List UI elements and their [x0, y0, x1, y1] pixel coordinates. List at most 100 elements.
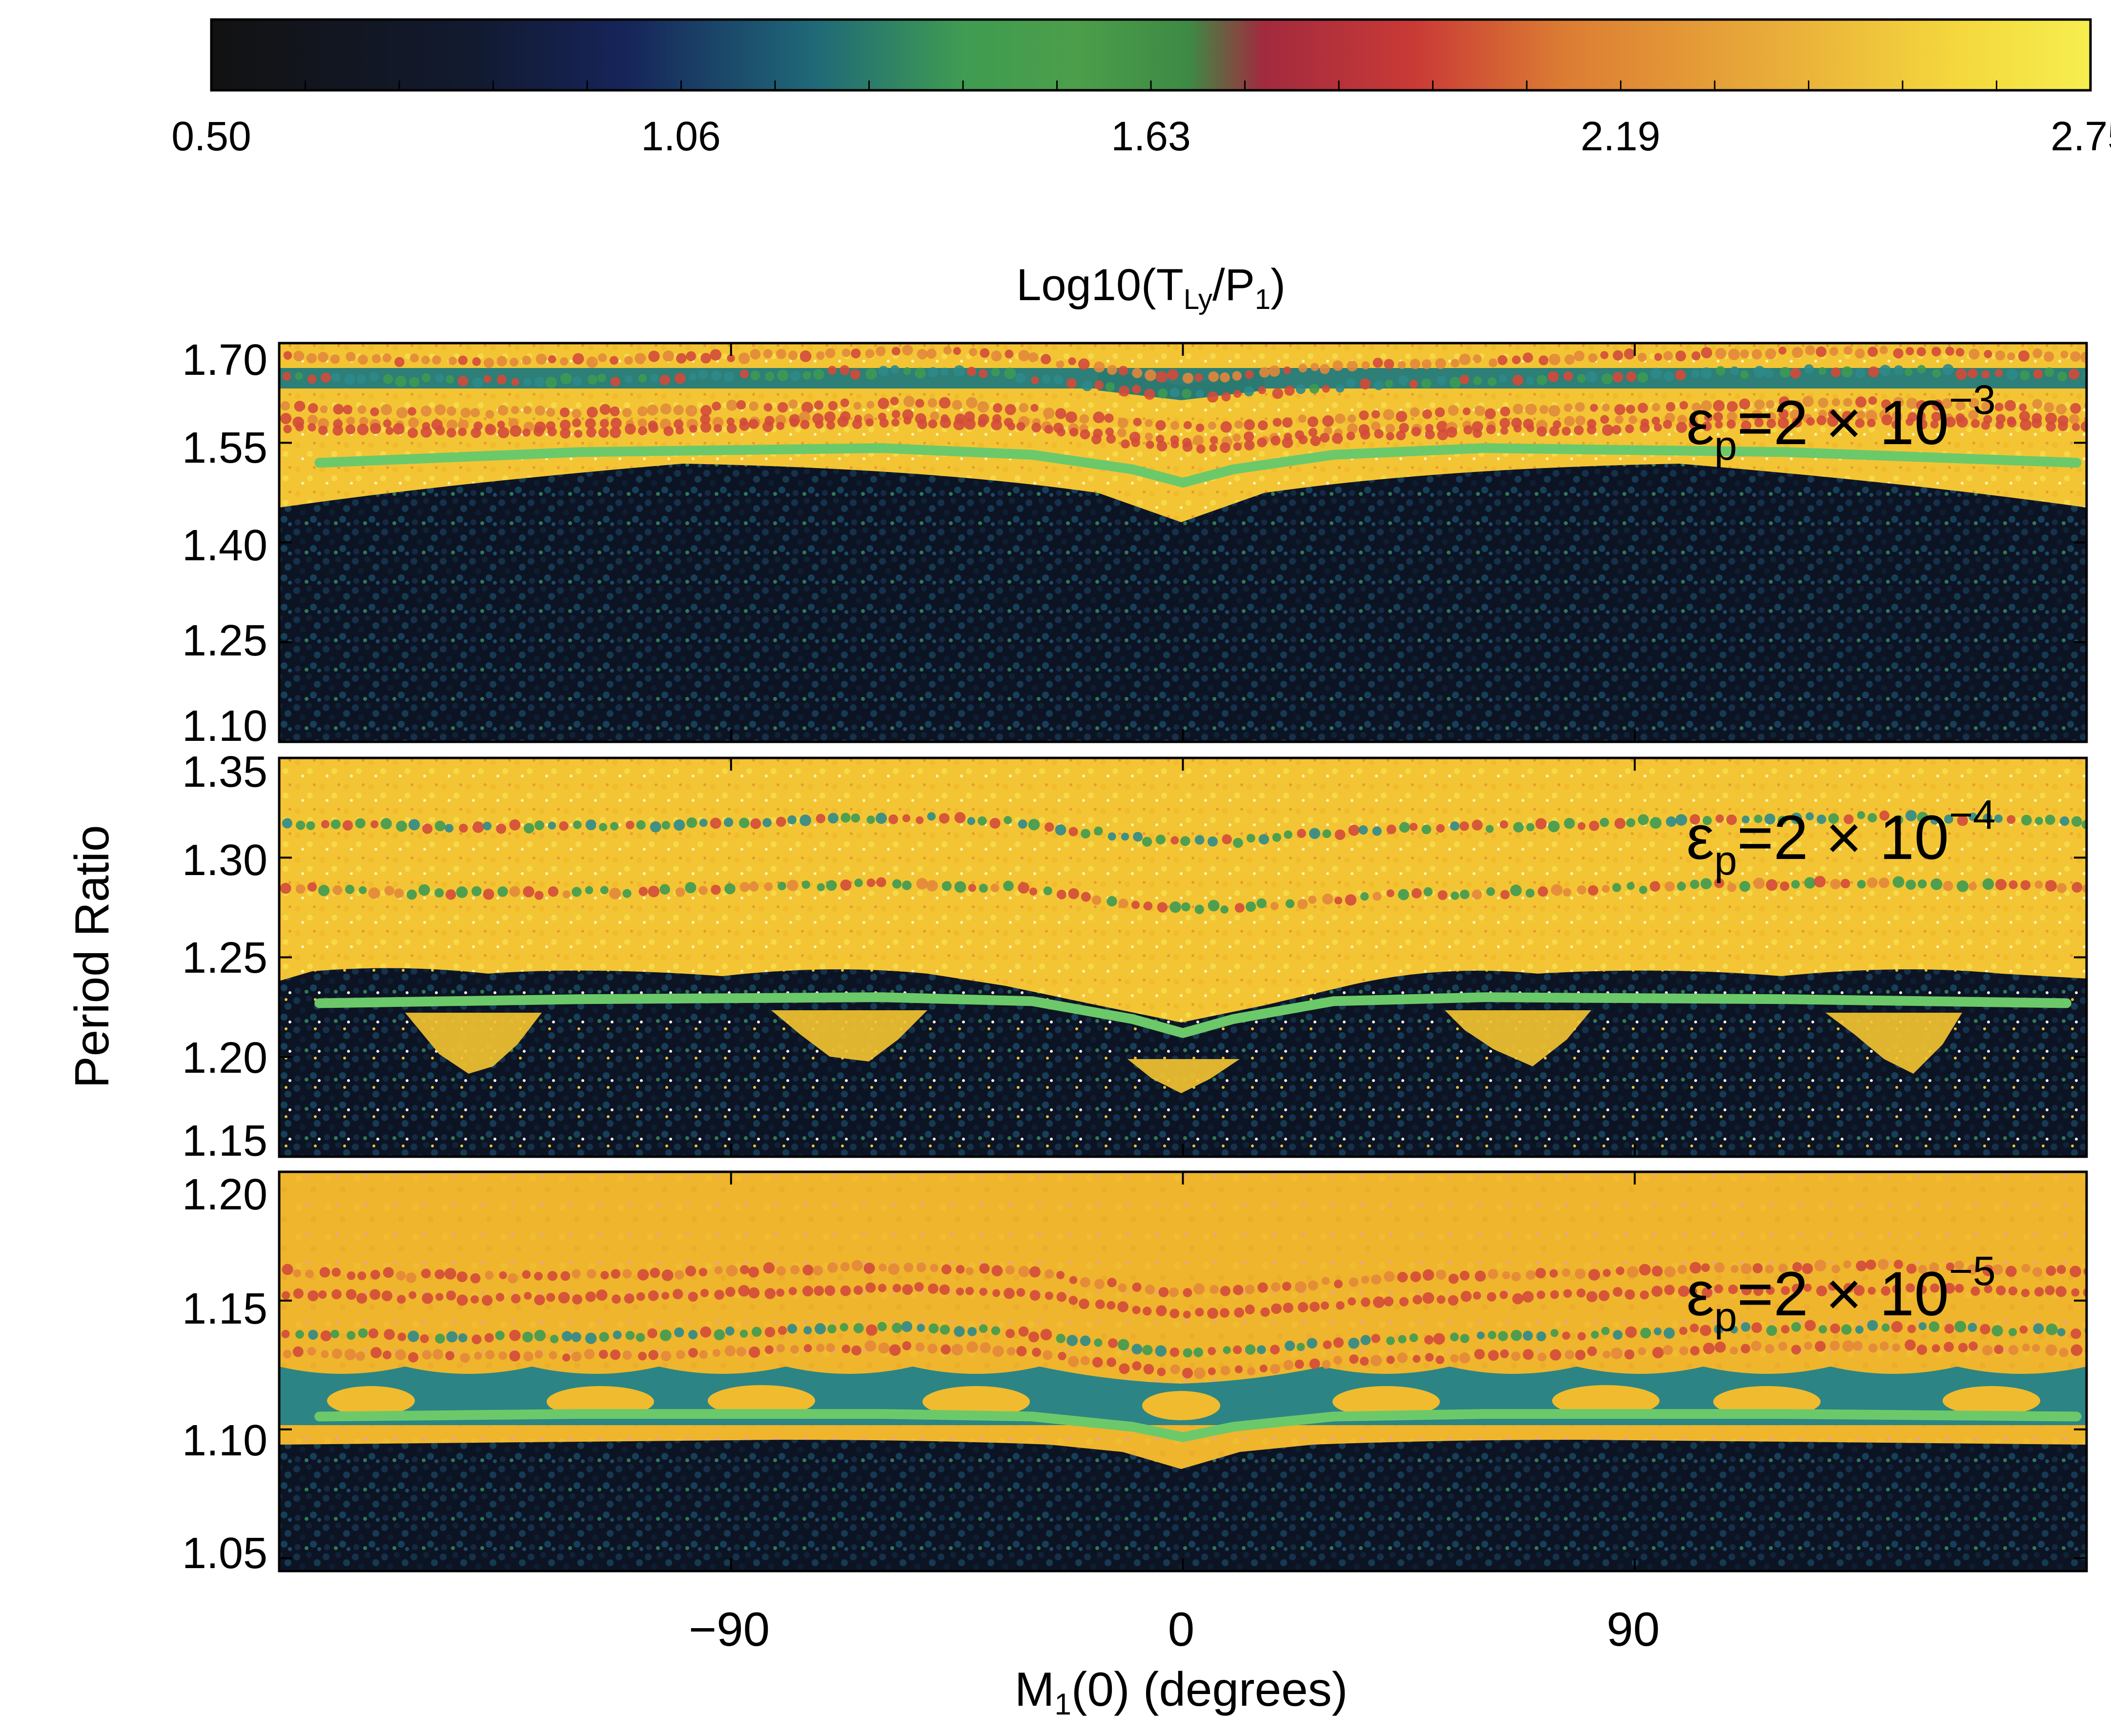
resonance-dot [1284, 1340, 1295, 1351]
resonance-dot [850, 369, 861, 380]
resonance-dot [1867, 418, 1876, 428]
resonance-dot [712, 401, 721, 411]
resonance-dot [1537, 1352, 1547, 1362]
resonance-dot [1460, 1290, 1472, 1302]
resonance-dot [926, 348, 937, 359]
resonance-dot [1944, 1342, 1954, 1352]
resonance-dot [739, 882, 750, 892]
resonance-dot [1361, 361, 1370, 369]
resonance-dot [1917, 812, 1928, 823]
resonance-dot [1614, 817, 1626, 829]
resonance-dot [1995, 878, 2007, 891]
resonance-dot [1360, 1335, 1371, 1346]
resonance-dot [472, 821, 484, 833]
epsilon-text: =2 × 10 [1737, 1259, 1949, 1329]
resonance-dot [610, 406, 620, 417]
resonance-dot [332, 885, 343, 895]
resonance-dot [1615, 415, 1624, 424]
resonance-dot [368, 1328, 379, 1339]
resonance-dot [1703, 1342, 1715, 1354]
resonance-dot [534, 1350, 543, 1359]
resonance-dot [736, 1347, 746, 1357]
resonance-dot [2035, 817, 2043, 825]
resonance-dot [1421, 824, 1432, 835]
resonance-dot [1526, 823, 1535, 832]
resonance-dot [599, 823, 608, 832]
resonance-dot [1334, 413, 1346, 424]
resonance-dot [1828, 813, 1839, 824]
resonance-dot [698, 369, 708, 380]
resonance-dot [1563, 1289, 1572, 1298]
resonance-dot [1413, 1295, 1422, 1305]
resonance-dot [1968, 368, 1978, 379]
resonance-dot [1550, 1329, 1558, 1337]
resonance-dot [1714, 1284, 1723, 1293]
resonance-dot [610, 417, 622, 429]
resonance-dot [1881, 1286, 1891, 1296]
resonance-dot [864, 1340, 876, 1352]
resonance-dot [1322, 1360, 1331, 1369]
resonance-dot [1272, 833, 1281, 842]
resonance-dot [699, 818, 708, 827]
resonance-dot [2033, 1323, 2044, 1334]
ytick-label: 1.15 [182, 1117, 267, 1165]
resonance-dot [1624, 1289, 1635, 1300]
resonance-dot [1183, 1288, 1192, 1297]
resonance-dot [1675, 350, 1686, 362]
resonance-dot [1751, 1322, 1763, 1333]
resonance-dot [1741, 1344, 1750, 1353]
resonance-dot [1069, 1276, 1078, 1285]
resonance-dot [472, 357, 481, 366]
resonance-dot [547, 427, 557, 437]
resonance-dot [599, 404, 611, 415]
resonance-dot [1740, 349, 1749, 359]
resonance-dot [573, 820, 582, 829]
resonance-dot [1906, 347, 1914, 356]
resonance-dot [1778, 417, 1789, 429]
resonance-dot [2071, 1288, 2080, 1297]
resonance-dot [1041, 354, 1051, 365]
resonance-dot [2034, 880, 2043, 889]
resonance-dot [307, 1347, 316, 1356]
resonance-dot [1282, 1282, 1291, 1291]
resonance-dot [1045, 822, 1054, 832]
resonance-dot [509, 1350, 520, 1362]
resonance-dot [1613, 1330, 1623, 1340]
resonance-dot [495, 1330, 505, 1340]
resonance-dot [1486, 424, 1496, 434]
resonance-dot [598, 1349, 608, 1359]
resonance-dot [381, 404, 392, 415]
resonance-dot [1320, 1301, 1329, 1310]
resonance-dot [980, 348, 990, 358]
stable-island [1127, 1059, 1240, 1093]
resonance-dot [1893, 365, 1904, 375]
resonance-dot [1220, 442, 1230, 453]
resonance-dot [1194, 1367, 1206, 1379]
resonance-dot [939, 1284, 950, 1295]
resonance-dot [370, 407, 379, 416]
resonance-dot [1679, 401, 1688, 410]
resonance-dot [1868, 396, 1877, 405]
resonance-dot [1942, 398, 1952, 409]
resonance-dot [1107, 1357, 1116, 1368]
resonance-dot [1842, 410, 1853, 422]
resonance-dot [408, 407, 416, 416]
resonance-dot [967, 817, 976, 825]
resonance-dot [1905, 810, 1917, 821]
resonance-dot [1841, 366, 1853, 378]
resonance-dot [321, 372, 331, 383]
resonance-curve [314, 1409, 2082, 1442]
resonance-dot [878, 398, 889, 409]
resonance-dot [1459, 1270, 1470, 1281]
resonance-dot [1246, 834, 1255, 843]
resonance-curve [314, 992, 2071, 1038]
resonance-dot [724, 883, 736, 895]
resonance-dot [1069, 428, 1079, 437]
resonance-dot [1832, 398, 1840, 407]
resonance-dot [1195, 1307, 1204, 1317]
resonance-dot [1804, 1284, 1812, 1292]
resonance-dot [409, 1291, 417, 1299]
resonance-dot [954, 881, 966, 893]
epsilon-exp: −3 [1949, 377, 1996, 423]
resonance-dot [2032, 348, 2043, 359]
